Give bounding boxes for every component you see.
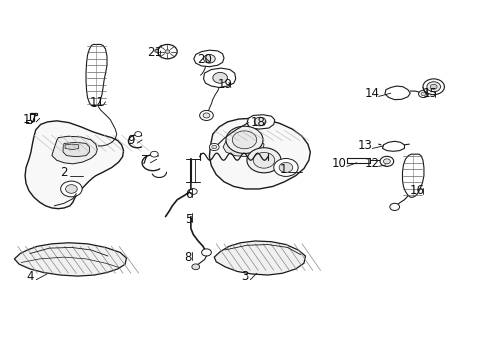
Circle shape <box>61 181 82 197</box>
Polygon shape <box>25 121 123 209</box>
Text: 13: 13 <box>357 139 372 152</box>
Text: 12: 12 <box>364 157 379 170</box>
Circle shape <box>155 49 158 52</box>
Polygon shape <box>86 44 107 107</box>
Circle shape <box>246 148 281 173</box>
Circle shape <box>211 145 216 149</box>
Polygon shape <box>203 68 235 87</box>
Text: 2: 2 <box>60 166 68 179</box>
Polygon shape <box>14 243 126 276</box>
Polygon shape <box>65 144 79 149</box>
Text: 18: 18 <box>250 116 265 129</box>
Circle shape <box>420 92 425 96</box>
Circle shape <box>253 152 274 168</box>
Circle shape <box>225 126 263 153</box>
Polygon shape <box>209 118 310 189</box>
Circle shape <box>279 162 292 172</box>
Circle shape <box>426 82 440 92</box>
Text: 3: 3 <box>240 270 248 283</box>
Circle shape <box>201 249 211 256</box>
Circle shape <box>65 185 77 193</box>
Polygon shape <box>384 86 409 100</box>
Circle shape <box>383 159 389 164</box>
Text: 20: 20 <box>197 53 211 66</box>
Circle shape <box>199 111 213 121</box>
Text: 14: 14 <box>364 87 379 100</box>
Circle shape <box>203 54 215 63</box>
Circle shape <box>418 90 427 98</box>
Text: 10: 10 <box>331 157 346 170</box>
Text: 9: 9 <box>127 134 135 147</box>
Polygon shape <box>30 113 37 121</box>
Circle shape <box>209 143 219 150</box>
Circle shape <box>389 203 399 211</box>
Text: 1: 1 <box>279 163 286 176</box>
Circle shape <box>422 79 444 95</box>
Circle shape <box>273 158 298 176</box>
Circle shape <box>212 72 227 83</box>
Text: 5: 5 <box>184 213 192 226</box>
Circle shape <box>429 84 436 89</box>
Polygon shape <box>193 50 224 67</box>
Text: 7: 7 <box>141 154 148 167</box>
Text: 19: 19 <box>217 78 232 91</box>
Circle shape <box>254 117 265 126</box>
Circle shape <box>379 156 393 166</box>
Text: 17: 17 <box>22 113 38 126</box>
Text: 6: 6 <box>184 188 192 201</box>
Text: 16: 16 <box>409 184 424 197</box>
Polygon shape <box>382 141 404 151</box>
Polygon shape <box>223 137 264 157</box>
Text: 15: 15 <box>422 87 436 100</box>
Circle shape <box>191 264 199 270</box>
Circle shape <box>164 50 169 53</box>
Circle shape <box>158 44 177 59</box>
Polygon shape <box>26 120 31 123</box>
Circle shape <box>135 132 142 136</box>
Circle shape <box>203 113 209 118</box>
Polygon shape <box>402 154 423 197</box>
Circle shape <box>189 189 197 194</box>
Polygon shape <box>63 142 89 157</box>
Polygon shape <box>246 115 274 129</box>
Polygon shape <box>214 241 305 275</box>
Polygon shape <box>52 136 97 164</box>
Circle shape <box>150 151 158 157</box>
Text: 4: 4 <box>26 270 34 283</box>
Text: 8: 8 <box>184 251 192 264</box>
Circle shape <box>232 131 256 149</box>
Text: 11: 11 <box>90 96 104 109</box>
Text: 21: 21 <box>146 46 162 59</box>
